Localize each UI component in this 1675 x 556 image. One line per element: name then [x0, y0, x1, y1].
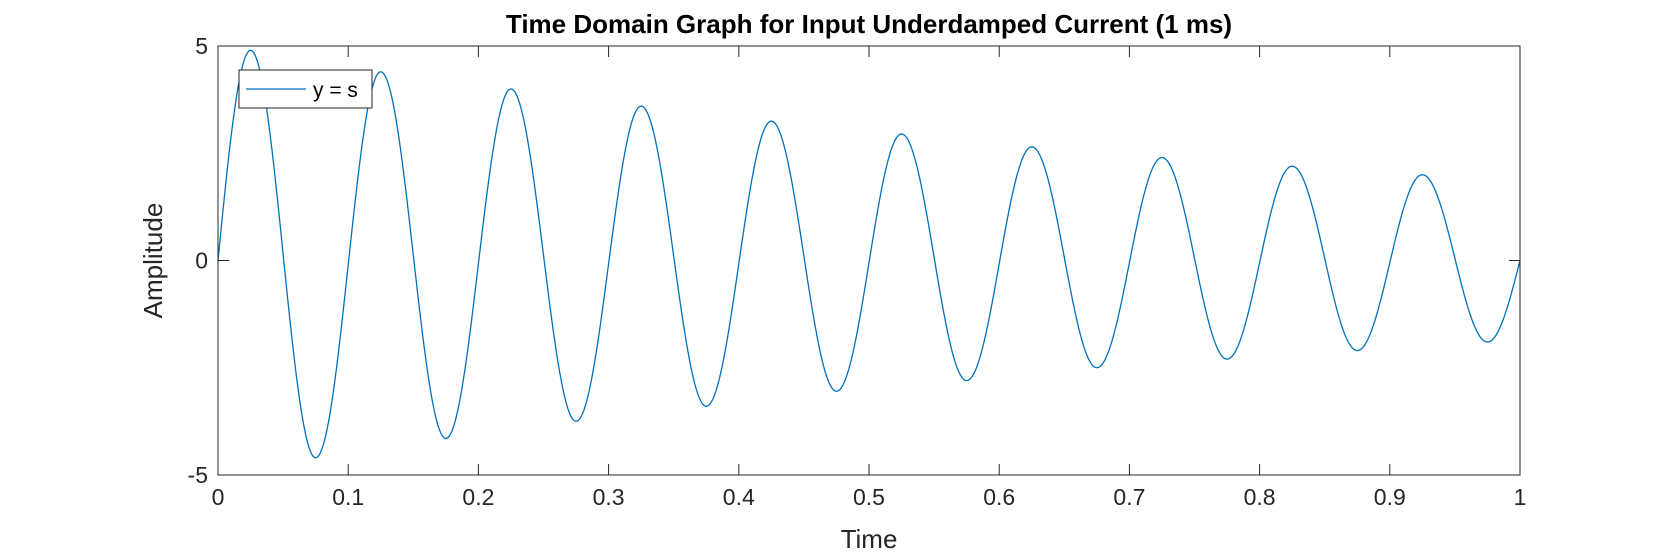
x-tick-label: 0.2 [462, 484, 494, 510]
x-tick-label: 0.8 [1244, 484, 1276, 510]
x-tick-label: 0 [212, 484, 225, 510]
legend-label: y = s [313, 79, 358, 102]
x-tick-label: 0.9 [1374, 484, 1406, 510]
y-tick-label: 0 [195, 248, 208, 274]
y-axis: -5 0 5 [188, 33, 1520, 488]
y-tick-label: -5 [188, 462, 208, 488]
legend: y = s [238, 69, 373, 109]
x-tick-label: 0.6 [983, 484, 1015, 510]
x-tick-label: 1 [1514, 484, 1527, 510]
x-tick-label: 0.3 [593, 484, 625, 510]
chart-title: Time Domain Graph for Input Underdamped … [506, 9, 1232, 39]
x-tick-label: 0.7 [1113, 484, 1145, 510]
x-axis-label: Time [841, 524, 898, 554]
x-axis: 0 0.1 0.2 0.3 0.4 0.5 0.6 0.7 0.8 0.9 1 [212, 46, 1527, 510]
x-tick-label: 0.1 [332, 484, 364, 510]
y-axis-label: Amplitude [138, 203, 168, 319]
x-tick-label: 0.4 [723, 484, 755, 510]
series-line [217, 49, 1521, 459]
x-tick-label: 0.5 [853, 484, 885, 510]
y-tick-label: 5 [195, 33, 208, 59]
